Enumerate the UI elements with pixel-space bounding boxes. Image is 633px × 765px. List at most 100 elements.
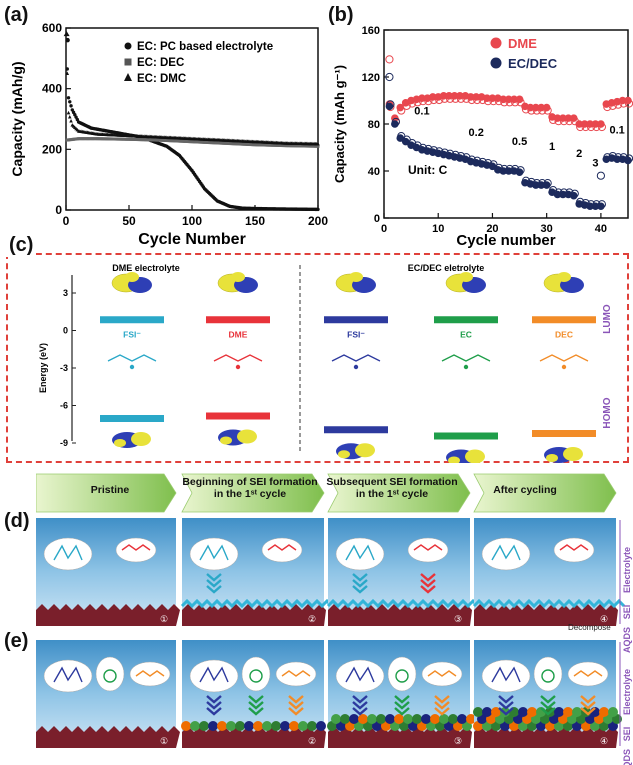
downward-arrow xyxy=(352,573,368,582)
chart-a-point-dec xyxy=(316,144,320,148)
decompose-label: Decompose xyxy=(568,623,611,632)
chart-b-point-ecdec xyxy=(499,167,508,175)
chart-b-point-dme xyxy=(569,114,578,122)
downward-arrow xyxy=(434,701,450,710)
fsi-anion xyxy=(481,659,531,693)
lumo-level-bar xyxy=(532,316,596,324)
species-label: EC xyxy=(460,329,472,339)
downward-arrow xyxy=(580,701,596,710)
homo-orbital xyxy=(448,456,460,463)
downward-arrow xyxy=(540,707,556,716)
chart-b-xtick-label: 40 xyxy=(595,223,607,235)
sei-particle xyxy=(599,707,609,717)
sei-particle xyxy=(448,714,458,724)
lumo-level-bar xyxy=(324,316,388,324)
ec-structure xyxy=(395,669,409,683)
fsi-anion xyxy=(43,659,93,693)
sei-particle xyxy=(331,714,341,724)
chart-b-ytick-label: 120 xyxy=(362,72,380,84)
chart-a-point-dmc xyxy=(63,31,70,37)
chart-a-point-pc xyxy=(69,104,73,108)
chart-b-point-ecdec xyxy=(569,191,578,200)
sei-particle xyxy=(217,721,227,731)
fsi-anion xyxy=(43,537,93,571)
chart-b-point-ecdec-open xyxy=(596,171,605,180)
stage-title-3: Subsequent SEI formation in the 1ˢᵗ cycl… xyxy=(326,476,458,500)
panel-c-left-title: DME electrolyte xyxy=(112,263,180,273)
downward-arrow xyxy=(352,701,368,710)
panel-label-e: (e) xyxy=(4,630,29,652)
chart-b-xtick-label: 10 xyxy=(432,223,444,235)
ec-structure xyxy=(103,669,117,683)
chart-a-ylabel: Capacity (mAh/g) xyxy=(9,61,25,176)
chart-b-point-dme xyxy=(532,103,540,112)
downward-arrow xyxy=(420,573,436,582)
lumo-orbital xyxy=(459,272,473,282)
fsi-structure xyxy=(53,666,83,683)
sei-particle xyxy=(376,714,386,724)
chart-a-ytick-label: 200 xyxy=(42,142,62,156)
fsi-anion xyxy=(189,659,239,693)
species-label: DEC xyxy=(555,329,573,339)
molecule-structure xyxy=(441,354,491,362)
sei-particle xyxy=(181,721,191,731)
downward-arrow xyxy=(206,695,222,704)
homo-orbital xyxy=(131,432,151,446)
sei-particle xyxy=(271,721,281,731)
chart-b-point-dme xyxy=(537,103,546,112)
electrode xyxy=(328,726,472,748)
dec-structure xyxy=(135,670,165,677)
chart-b-point-ecdec xyxy=(401,137,410,146)
stage-number: ④ xyxy=(600,736,608,746)
chart-b: 0 10 20 30 40 0 40 80 120 160 DME EC/DEC 0.1 0.2 0.5… xyxy=(332,25,633,249)
chart-b-point-ecdec xyxy=(532,181,540,189)
stage-arrow xyxy=(327,473,471,513)
side-label-electrolyte: Electrolyte xyxy=(622,547,632,593)
downward-arrow xyxy=(352,707,368,716)
lumo-orbital xyxy=(349,272,363,282)
ec-molecule xyxy=(533,656,563,692)
homo-level-bar xyxy=(434,432,498,440)
electrode xyxy=(36,604,180,626)
electrode xyxy=(474,726,618,748)
downward-arrow xyxy=(394,701,410,710)
fsi-structure xyxy=(345,666,375,683)
stage-number: ③ xyxy=(454,614,462,624)
electrode xyxy=(182,604,326,626)
chart-a-xtick-label: 50 xyxy=(122,214,136,228)
chart-a-point-dmc xyxy=(69,119,73,123)
chart-b-legend-label: DME xyxy=(508,36,537,51)
sei-particle xyxy=(226,721,236,731)
chart-b-point-dme xyxy=(472,93,480,101)
chart-b-point-dme xyxy=(429,93,437,101)
chart-b-point-dme xyxy=(591,120,600,128)
chart-a-point-pc xyxy=(65,37,70,43)
downward-arrow xyxy=(498,707,514,716)
sei-particle xyxy=(367,714,377,724)
chart-b-point-ecdec xyxy=(559,190,567,199)
downward-arrow xyxy=(434,707,450,716)
downward-arrow xyxy=(434,695,450,704)
sei-particle xyxy=(563,707,573,717)
chart-b-point-dme xyxy=(418,94,426,102)
lumo-orbital xyxy=(125,272,139,282)
lumo-label: LUMO xyxy=(602,304,613,334)
dec-structure xyxy=(427,670,457,677)
panel-c-right-title: EC/DEC eletrolyte xyxy=(408,263,485,273)
sei-particle xyxy=(473,707,483,717)
downward-arrow xyxy=(540,701,556,710)
downward-arrow xyxy=(420,579,436,588)
dec-structure xyxy=(573,670,603,677)
chart-b-point-dme xyxy=(526,103,535,112)
chart-b-legend-label: EC/DEC xyxy=(508,56,558,71)
downward-arrow xyxy=(288,701,304,710)
chart-b-point-ecdec xyxy=(613,155,621,164)
stage-title-1: Pristine xyxy=(90,484,130,496)
panel-label-d: (d) xyxy=(4,510,30,532)
chart-b-point-ecdec xyxy=(553,190,562,199)
downward-arrow xyxy=(248,707,264,716)
chart-a-point-dmc xyxy=(66,110,71,115)
species-label: DME xyxy=(229,329,248,339)
chart-b-point-dme xyxy=(597,120,605,128)
species-label: FSI⁻ xyxy=(123,329,141,339)
